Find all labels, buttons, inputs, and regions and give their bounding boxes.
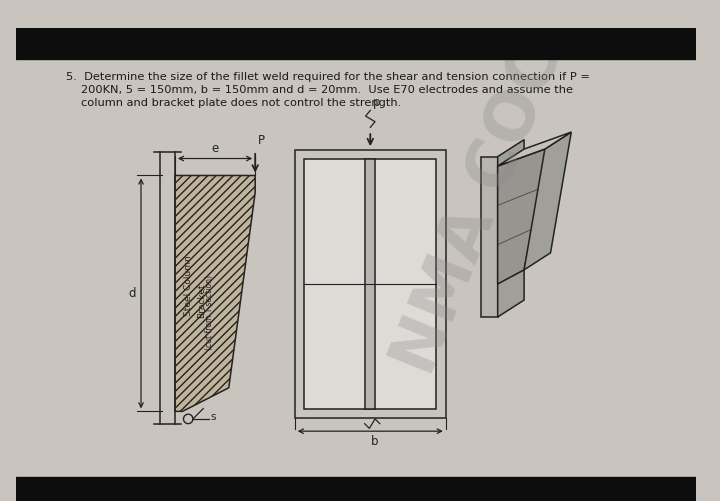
Text: b: b — [372, 435, 379, 448]
Text: Bracket: Bracket — [197, 284, 206, 318]
Text: d: d — [129, 287, 136, 300]
Bar — [305, 159, 436, 408]
Bar — [17, 28, 696, 60]
Bar — [17, 477, 696, 501]
Text: e: e — [212, 142, 219, 155]
Text: s: s — [211, 412, 216, 422]
Circle shape — [184, 414, 193, 424]
Polygon shape — [498, 149, 545, 284]
Polygon shape — [524, 132, 571, 270]
Bar — [294, 150, 446, 418]
Bar — [481, 157, 498, 317]
Text: NMA COC: NMA COC — [382, 33, 575, 384]
Polygon shape — [498, 140, 524, 317]
Text: 5.  Determine the size of the fillet weld required for the shear and tension con: 5. Determine the size of the fillet weld… — [66, 72, 590, 82]
Text: Steel Column: Steel Column — [184, 256, 193, 316]
Bar — [365, 159, 376, 408]
Text: column and bracket plate does not control the strength.: column and bracket plate does not contro… — [81, 98, 401, 108]
Polygon shape — [498, 132, 571, 166]
Text: (cut from T-section): (cut from T-section) — [205, 275, 215, 350]
Text: 200KN, 5 = 150mm, b = 150mm and d = 20mm.  Use E70 electrodes and assume the: 200KN, 5 = 150mm, b = 150mm and d = 20mm… — [81, 85, 572, 95]
Polygon shape — [175, 175, 255, 411]
Text: P: P — [258, 134, 265, 147]
Text: p: p — [373, 96, 381, 109]
